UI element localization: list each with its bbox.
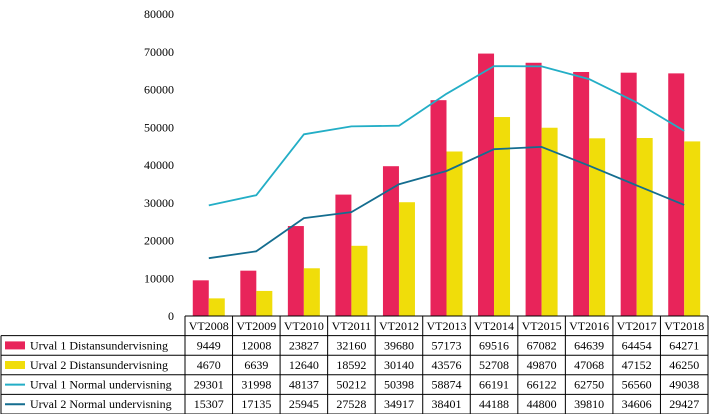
bar bbox=[208, 298, 225, 316]
x-category-label: VT2017 bbox=[617, 319, 657, 333]
x-category-label: VT2016 bbox=[569, 319, 609, 333]
data-label: 47068 bbox=[574, 358, 604, 372]
data-label: 49038 bbox=[669, 378, 699, 392]
bar bbox=[684, 141, 701, 316]
data-label: 31998 bbox=[241, 378, 271, 392]
legend-label: Urval 2 Distansundervisning bbox=[30, 358, 168, 372]
bar bbox=[382, 166, 399, 316]
x-category-label: VT2018 bbox=[664, 319, 704, 333]
x-category-label: VT2015 bbox=[522, 319, 562, 333]
x-category-label: VT2012 bbox=[379, 319, 419, 333]
y-tick-label: 10000 bbox=[144, 271, 174, 285]
x-category-label: VT2011 bbox=[332, 319, 372, 333]
bar-series-layer bbox=[192, 53, 701, 317]
y-tick-label: 50000 bbox=[144, 120, 174, 134]
data-label: 27528 bbox=[336, 397, 366, 411]
x-category-label: VT2008 bbox=[189, 319, 229, 333]
data-label: 66122 bbox=[527, 378, 557, 392]
legend-key-bar bbox=[5, 361, 25, 369]
x-category-label: VT2010 bbox=[284, 319, 324, 333]
bar bbox=[573, 71, 590, 316]
data-label: 9449 bbox=[197, 338, 221, 352]
data-label: 29301 bbox=[194, 378, 224, 392]
data-label: 25945 bbox=[289, 397, 319, 411]
series-line bbox=[208, 145, 685, 260]
legend-label: Urval 1 Distansundervisning bbox=[30, 338, 168, 352]
data-label: 12640 bbox=[289, 358, 319, 372]
y-axis-ticks: 0 10000 20000 30000 40000 50000 60000 70000 8000… bbox=[144, 7, 174, 323]
data-label: 50398 bbox=[384, 378, 414, 392]
bar bbox=[240, 270, 257, 316]
data-label: 6639 bbox=[244, 358, 268, 372]
data-label: 64454 bbox=[622, 338, 652, 352]
data-label: 38401 bbox=[432, 397, 462, 411]
data-label: 12008 bbox=[241, 338, 271, 352]
data-label: 64639 bbox=[574, 338, 604, 352]
data-label: 56560 bbox=[622, 378, 652, 392]
bar bbox=[192, 280, 209, 316]
data-label: 23827 bbox=[289, 338, 319, 352]
bar bbox=[589, 138, 606, 316]
y-tick-label: 60000 bbox=[144, 83, 174, 97]
bar bbox=[525, 62, 542, 317]
data-label: 69516 bbox=[479, 338, 509, 352]
data-label: 15307 bbox=[194, 397, 224, 411]
data-label: 34606 bbox=[622, 397, 652, 411]
y-tick-label: 20000 bbox=[144, 234, 174, 248]
bar bbox=[446, 151, 463, 316]
data-label: 32160 bbox=[336, 338, 366, 352]
x-category-label: VT2013 bbox=[427, 319, 467, 333]
data-label: 62750 bbox=[574, 378, 604, 392]
data-label: 39810 bbox=[574, 397, 604, 411]
legend-key-bar bbox=[5, 341, 25, 350]
data-label: 52708 bbox=[479, 358, 509, 372]
bar bbox=[303, 268, 320, 316]
x-category-label: VT2014 bbox=[474, 319, 514, 333]
data-label: 29427 bbox=[669, 397, 699, 411]
data-label: 49870 bbox=[527, 358, 557, 372]
data-label: 4670 bbox=[197, 358, 221, 372]
data-label: 64271 bbox=[669, 338, 699, 352]
data-label: 17135 bbox=[241, 397, 271, 411]
data-label: 48137 bbox=[289, 378, 319, 392]
bar bbox=[287, 226, 304, 316]
data-label: 44188 bbox=[479, 397, 509, 411]
data-label: 30140 bbox=[384, 358, 414, 372]
bar bbox=[256, 290, 273, 316]
bar bbox=[398, 202, 415, 316]
series-line bbox=[208, 65, 685, 207]
data-label: 34917 bbox=[384, 397, 414, 411]
data-label: 44800 bbox=[527, 397, 557, 411]
bar bbox=[636, 138, 653, 316]
data-label: 39680 bbox=[384, 338, 414, 352]
bar bbox=[430, 100, 447, 316]
data-label: 58874 bbox=[432, 378, 462, 392]
y-tick-label: 0 bbox=[168, 309, 174, 323]
x-category-label: VT2009 bbox=[236, 319, 276, 333]
data-table: VT2008 VT2009 VT2010 VT2011 VT2012 VT2013 VT20… bbox=[0, 315, 709, 414]
bar bbox=[335, 194, 352, 316]
data-label: 43576 bbox=[432, 358, 462, 372]
y-tick-label: 80000 bbox=[144, 7, 174, 21]
data-label: 66191 bbox=[479, 378, 509, 392]
bar bbox=[668, 73, 685, 316]
data-label: 46250 bbox=[669, 358, 699, 372]
data-label: 50212 bbox=[336, 378, 366, 392]
data-label: 67082 bbox=[527, 338, 557, 352]
bar bbox=[494, 117, 511, 316]
legend-label: Urval 2 Normal undervisning bbox=[30, 397, 172, 411]
bar bbox=[478, 53, 495, 317]
y-tick-label: 40000 bbox=[144, 158, 174, 172]
data-label: 57173 bbox=[432, 338, 462, 352]
y-tick-label: 70000 bbox=[144, 45, 174, 59]
legend-label: Urval 1 Normal undervisning bbox=[30, 378, 172, 392]
bar bbox=[541, 127, 558, 316]
y-tick-label: 30000 bbox=[144, 196, 174, 210]
bar bbox=[620, 72, 637, 316]
line-series-layer bbox=[208, 65, 685, 260]
bar bbox=[351, 245, 368, 316]
data-label: 47152 bbox=[622, 358, 652, 372]
data-label: 18592 bbox=[336, 358, 366, 372]
